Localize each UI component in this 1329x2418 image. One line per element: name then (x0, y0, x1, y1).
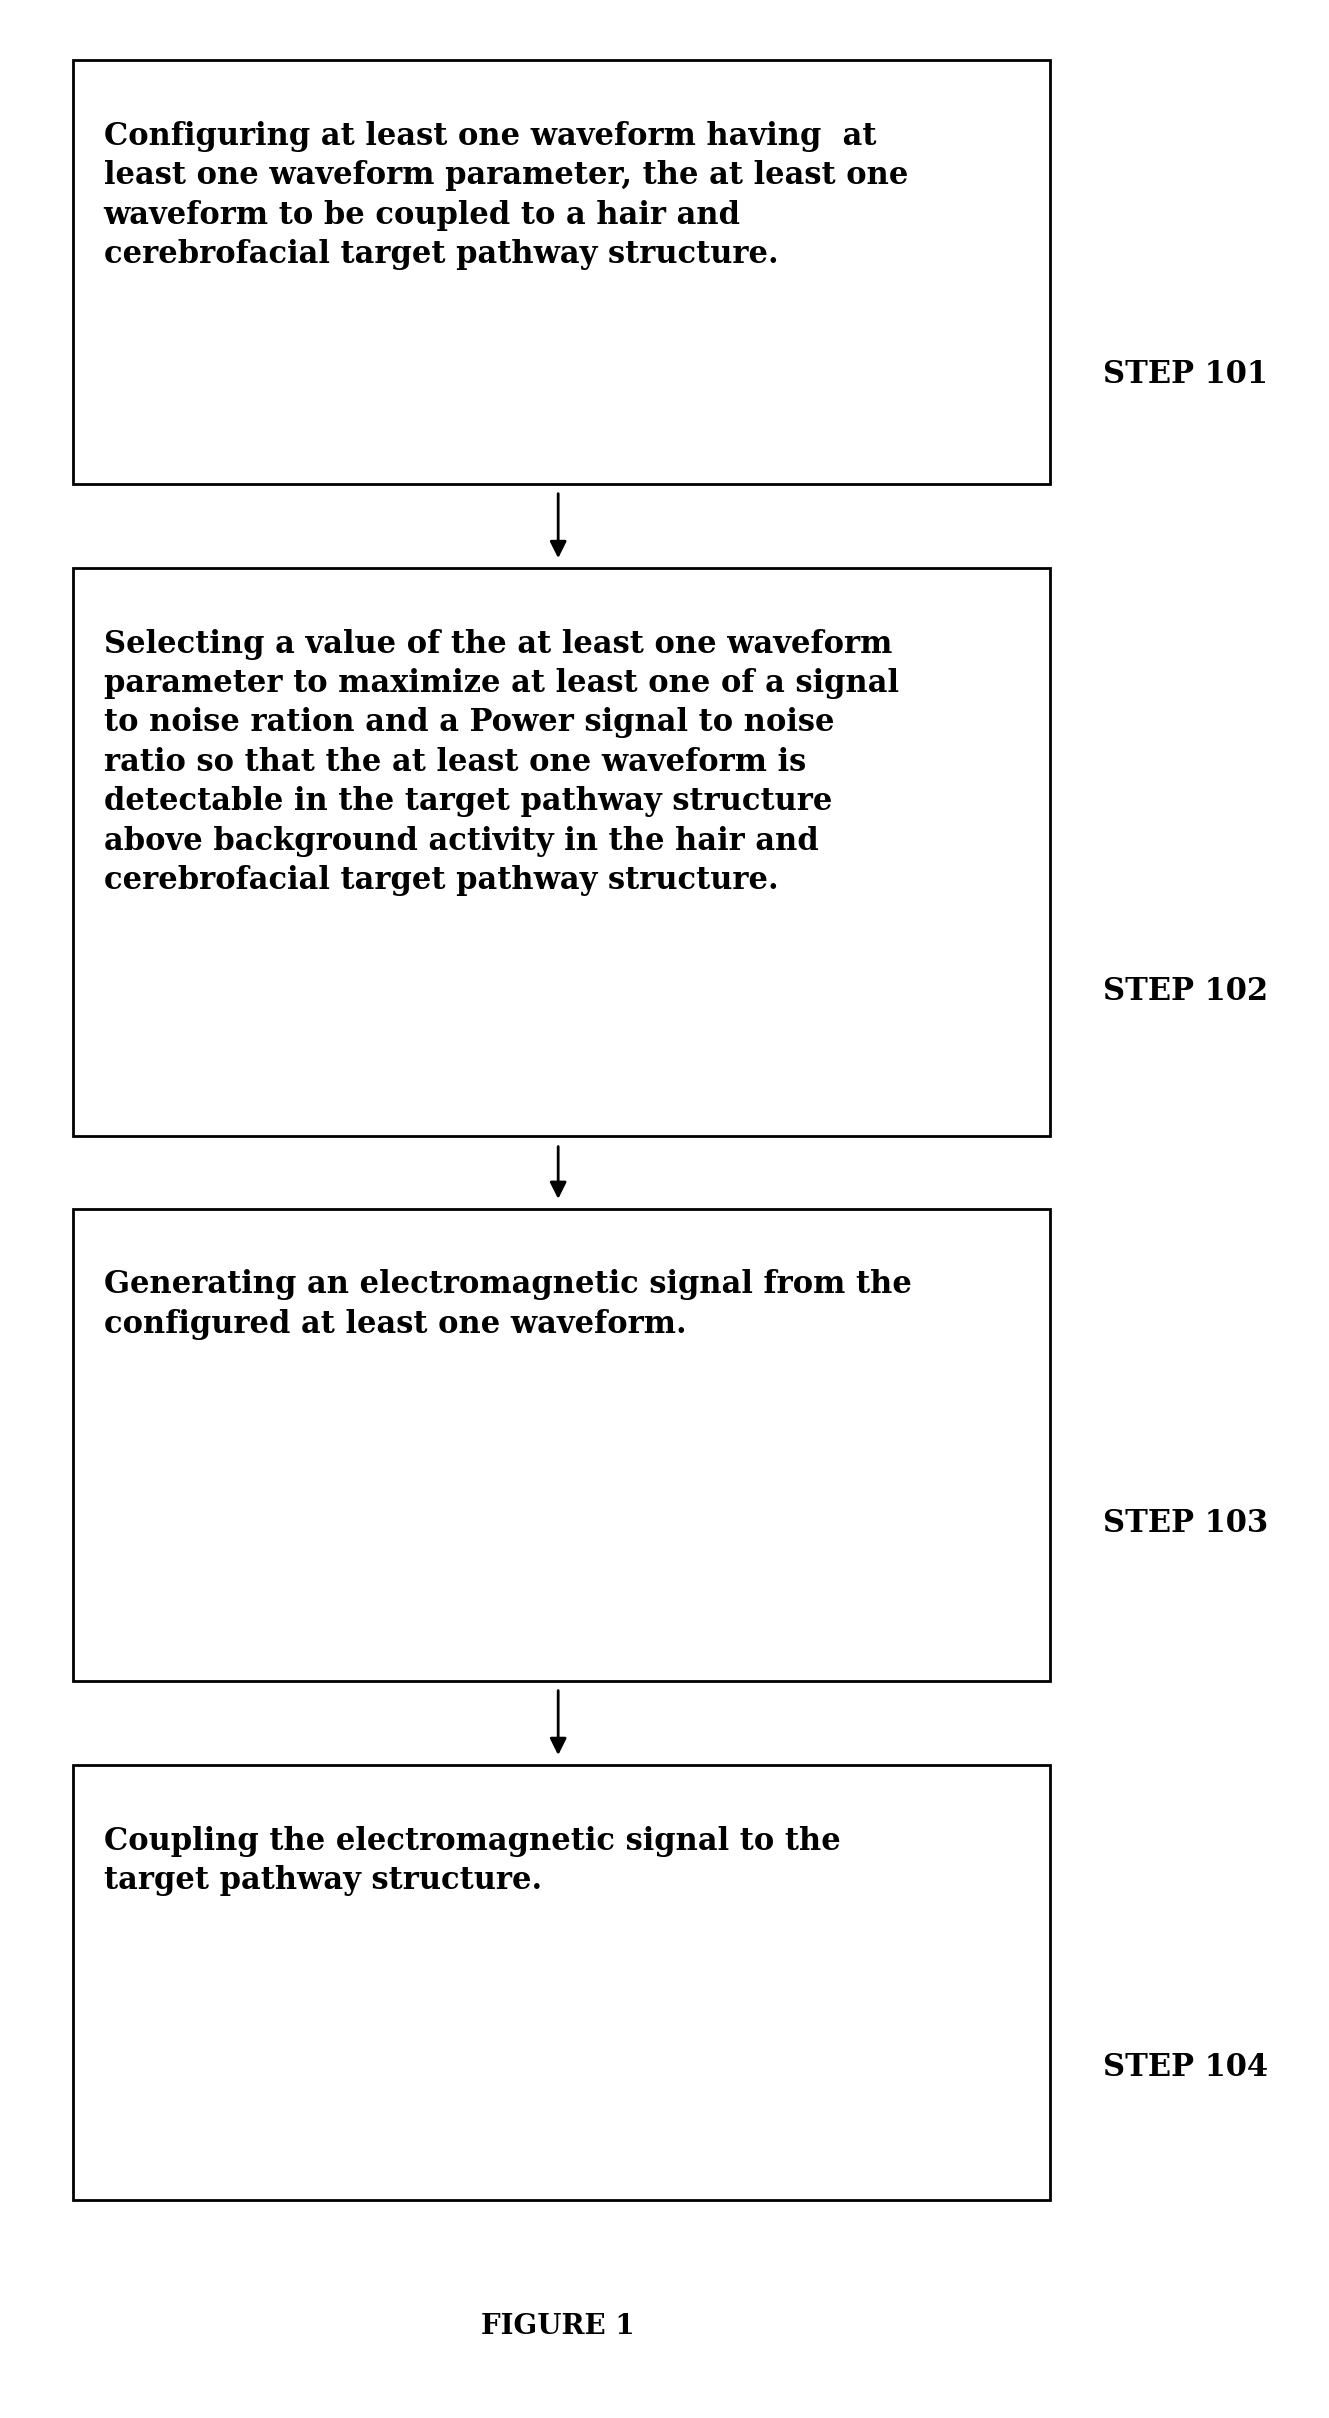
Text: Generating an electromagnetic signal from the
configured at least one waveform.: Generating an electromagnetic signal fro… (104, 1269, 912, 1340)
Text: STEP 103: STEP 103 (1103, 1509, 1268, 1538)
Text: Selecting a value of the at least one waveform
parameter to maximize at least on: Selecting a value of the at least one wa… (104, 629, 898, 897)
Bar (73, 1209, 1050, 1681)
Text: Configuring at least one waveform having  at
least one waveform parameter, the a: Configuring at least one waveform having… (104, 121, 908, 271)
Text: Coupling the electromagnetic signal to the
target pathway structure.: Coupling the electromagnetic signal to t… (104, 1826, 840, 1896)
Text: STEP 104: STEP 104 (1103, 2053, 1268, 2082)
Text: STEP 101: STEP 101 (1103, 360, 1268, 389)
Bar (73, 1765, 1050, 2200)
Bar (73, 568, 1050, 1136)
Text: FIGURE 1: FIGURE 1 (481, 2312, 635, 2341)
Bar (73, 60, 1050, 484)
Text: STEP 102: STEP 102 (1103, 977, 1268, 1006)
